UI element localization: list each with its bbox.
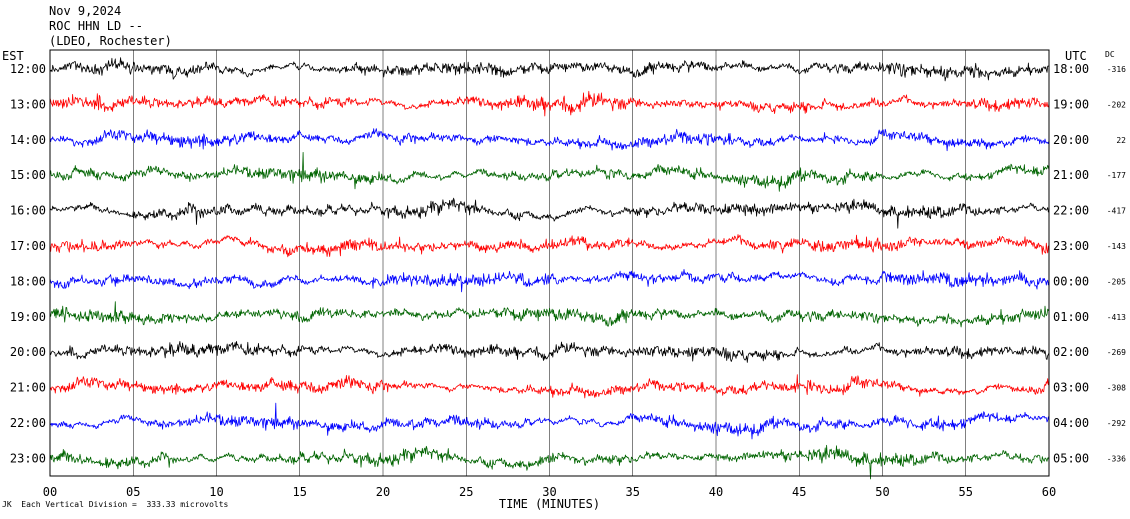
- x-tick-label: 30: [542, 485, 556, 499]
- est-hour-label: 20:00: [10, 345, 46, 359]
- x-tick-label: 10: [209, 485, 223, 499]
- x-tick-label: 55: [959, 485, 973, 499]
- utc-hour-label: 21:00: [1053, 168, 1089, 182]
- x-tick-label: 20: [376, 485, 390, 499]
- plot-frame: [49, 49, 1050, 477]
- est-time-labels: 12:00 13:00 14:00 15:00 16:00 17:00 18:00 19:00…: [10, 62, 46, 465]
- est-hour-label: 21:00: [10, 381, 46, 395]
- utc-hour-label: 22:00: [1053, 204, 1089, 218]
- est-hour-label: 13:00: [10, 97, 46, 111]
- x-tick-label: 45: [792, 485, 806, 499]
- utc-hour-label: 00:00: [1053, 274, 1089, 288]
- dc-offset-label: -292: [1107, 419, 1126, 428]
- trace-1800: [49, 269, 1050, 293]
- x-axis: 00 05 10 15 20 25 30 35 40 45 50 55 60: [43, 485, 1056, 499]
- utc-hour-label: 03:00: [1053, 381, 1089, 395]
- est-hour-label: 22:00: [10, 416, 46, 430]
- dc-offset-label: -205: [1107, 277, 1126, 286]
- dc-offset-label: -269: [1107, 348, 1126, 357]
- est-hour-label: 23:00: [10, 451, 46, 465]
- x-tick-label: 60: [1042, 485, 1056, 499]
- trace-1200: [49, 57, 1050, 82]
- est-hour-label: 12:00: [10, 62, 46, 76]
- x-axis-label: TIME (MINUTES): [499, 497, 600, 511]
- est-hour-label: 19:00: [10, 310, 46, 324]
- trace-1600: [49, 197, 1050, 229]
- est-hour-label: 15:00: [10, 168, 46, 182]
- x-tick-label: 15: [293, 485, 307, 499]
- est-hour-label: 18:00: [10, 274, 46, 288]
- utc-axis-label: UTC: [1065, 49, 1087, 63]
- trace-2200: [49, 402, 1050, 440]
- est-hour-label: 16:00: [10, 204, 46, 218]
- utc-hour-label: 18:00: [1053, 62, 1089, 76]
- trace-1700: [49, 234, 1050, 258]
- date-label: Nov 9,2024: [49, 4, 122, 18]
- est-hour-label: 14:00: [10, 133, 46, 147]
- scale-note: JK Each Vertical Division = 333.33 micro…: [2, 500, 229, 509]
- dc-offset-label: -336: [1107, 454, 1126, 463]
- trace-2000: [49, 341, 1050, 363]
- dc-offset-labels: -316 -202 22 -177 -417 -143 -205 -413 -269 -308 -2…: [1107, 65, 1126, 463]
- dc-offset-label: -417: [1107, 207, 1126, 216]
- utc-hour-label: 20:00: [1053, 133, 1089, 147]
- utc-hour-label: 23:00: [1053, 239, 1089, 253]
- network-label: (LDEO, Rochester): [49, 34, 172, 48]
- utc-time-labels: 18:00 19:00 20:00 21:00 22:00 23:00 00:00 01:00…: [1053, 62, 1089, 465]
- grid: [133, 50, 966, 476]
- dc-column-label: DC: [1105, 50, 1115, 59]
- x-tick-label: 00: [43, 485, 57, 499]
- utc-hour-label: 04:00: [1053, 416, 1089, 430]
- utc-hour-label: 01:00: [1053, 310, 1089, 324]
- trace-2300: [49, 444, 1050, 480]
- trace-1500: [49, 152, 1050, 192]
- utc-hour-label: 19:00: [1053, 97, 1089, 111]
- x-tick-label: 05: [126, 485, 140, 499]
- dc-offset-label: -177: [1107, 171, 1126, 180]
- x-tick-label: 35: [626, 485, 640, 499]
- dc-offset-label: -143: [1107, 242, 1126, 251]
- utc-hour-label: 02:00: [1053, 345, 1089, 359]
- trace-1300: [49, 90, 1050, 117]
- est-axis-label: EST: [2, 49, 24, 63]
- x-tick-label: 50: [875, 485, 889, 499]
- dc-offset-label: -202: [1107, 100, 1126, 109]
- x-tick-label: 40: [709, 485, 723, 499]
- dc-offset-label: -413: [1107, 313, 1126, 322]
- traces: [49, 57, 1050, 480]
- trace-2100: [49, 374, 1050, 399]
- dc-offset-label: -308: [1107, 384, 1126, 393]
- trace-1900: [49, 301, 1050, 328]
- est-hour-label: 17:00: [10, 239, 46, 253]
- dc-offset-label: 22: [1116, 136, 1126, 145]
- trace-1400: [49, 128, 1050, 152]
- utc-hour-label: 05:00: [1053, 451, 1089, 465]
- station-label: ROC HHN LD --: [49, 19, 143, 33]
- x-tick-label: 25: [459, 485, 473, 499]
- dc-offset-label: -316: [1107, 65, 1126, 74]
